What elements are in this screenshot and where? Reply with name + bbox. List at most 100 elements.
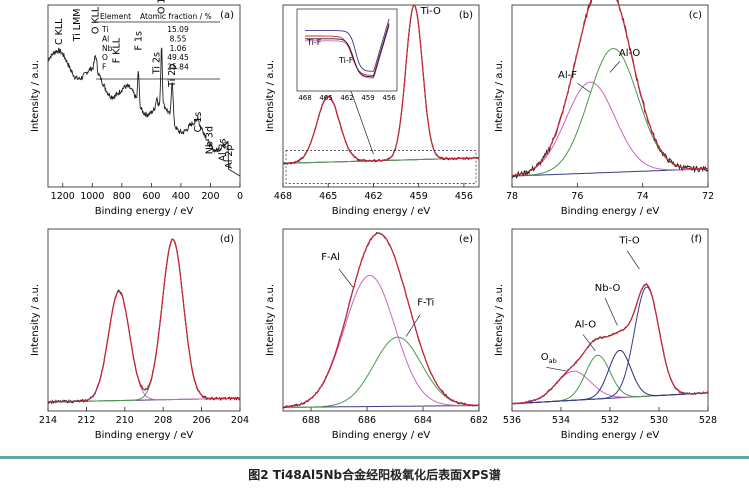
- x-tick-label: 686: [358, 415, 376, 426]
- inset-tick-label: 468: [298, 94, 311, 102]
- panel-d: 214 212 210 208 206 204 Binding energy / eV Int…: [30, 228, 249, 441]
- peak-label: Al 2p: [224, 145, 235, 169]
- table-cell-fraction: 49.45: [167, 53, 189, 62]
- component-f-ti: [283, 336, 479, 408]
- x-tick-label: 682: [470, 415, 488, 426]
- panel-label: (d): [220, 234, 234, 245]
- annotation-o-ab: Oab: [541, 352, 557, 365]
- panel-a: 1200 1000 800 600 400 200 0 Binding energy / eV…: [30, 0, 243, 217]
- plot-frame-d: [47, 228, 241, 412]
- peak-label: Ti 2s: [152, 52, 163, 75]
- peak-label: F 1s: [133, 31, 144, 51]
- x-tick-label: 78: [506, 191, 518, 202]
- panel-label: (e): [459, 234, 473, 245]
- plot-frame-c: [511, 4, 709, 188]
- peak-label: Nb 3d: [204, 126, 215, 154]
- fit-envelope: [48, 238, 240, 403]
- x-tick-label: 688: [302, 415, 320, 426]
- annotation-arrow: [626, 250, 640, 270]
- peak-label: O 1s: [157, 0, 168, 14]
- x-axis-label: Binding energy / eV: [95, 206, 194, 217]
- x-tick-label: 0: [237, 191, 243, 202]
- zoom-region: [285, 150, 477, 184]
- x-tick-label: 528: [699, 415, 717, 426]
- fit-envelope: [283, 4, 479, 164]
- panel-e: 688 686 684 682 Binding energy / eV Intensity…: [265, 228, 488, 441]
- x-tick-label: 206: [193, 415, 211, 426]
- x-tick-label: 72: [702, 191, 714, 202]
- plot-frame-e: [282, 228, 480, 412]
- table-cell-fraction: 25.84: [167, 63, 189, 72]
- arrow-f-ti: [405, 314, 421, 337]
- figure-caption: 图2 Ti48Al5Nb合金经阳极氧化后表面XPS谱: [248, 468, 501, 482]
- x-tick-label: 530: [650, 415, 668, 426]
- x-tick-label: 212: [77, 415, 95, 426]
- component-nb-3d5-2: [48, 238, 240, 403]
- annotation-f-al: F-Al: [321, 252, 340, 263]
- inset-line: [305, 24, 390, 78]
- y-axis-label: Intensity / a.u.: [265, 284, 276, 356]
- inset-tick-label: 456: [382, 94, 396, 102]
- table-cell-element: F: [102, 63, 106, 72]
- table-cell-fraction: 8.55: [170, 34, 187, 43]
- x-tick-label: 459: [410, 191, 428, 202]
- peak-label: C 1s: [193, 112, 204, 133]
- survey-spectrum: [47, 47, 241, 177]
- table-cell-element: O: [102, 53, 108, 62]
- x-axis-label: Binding energy / eV: [332, 430, 431, 441]
- y-axis-label: Intensity / a.u.: [494, 284, 505, 356]
- table-cell-fraction: 1.06: [170, 44, 187, 53]
- component-o-ab: [511, 370, 708, 405]
- fit-envelope: [283, 232, 479, 408]
- x-tick-label: 1200: [51, 191, 75, 202]
- x-tick-label: 456: [455, 191, 473, 202]
- x-tick-label: 532: [601, 415, 619, 426]
- inset-tick-label: 462: [340, 94, 353, 102]
- caption-divider: [0, 456, 749, 459]
- x-tick-label: 800: [113, 191, 131, 202]
- annotation-ti-o: Ti-O: [618, 236, 639, 247]
- table-cell-element: Ti: [101, 25, 108, 34]
- peak-label: C KLL: [54, 18, 65, 45]
- table-header-element: Element: [100, 12, 131, 21]
- annotation-arrow: [604, 298, 618, 326]
- inset-line: [305, 18, 390, 72]
- y-axis-label: Intensity / a.u.: [494, 60, 505, 132]
- x-axis-label: Binding energy / eV: [95, 430, 194, 441]
- peak-label: F KLL: [112, 37, 123, 63]
- fit-envelope: [511, 0, 709, 177]
- x-tick-label: 74: [637, 191, 649, 202]
- fit-envelope: [511, 283, 708, 405]
- y-axis-label: Intensity / a.u.: [30, 60, 41, 132]
- x-axis-label: Binding energy / eV: [561, 206, 660, 217]
- component-ti-o-2p1-2: [283, 96, 479, 164]
- inset-tick-label: 459: [361, 94, 374, 102]
- x-tick-label: 684: [414, 415, 432, 426]
- measured-line: [282, 232, 480, 409]
- table-cell-element: Nb: [102, 44, 113, 53]
- component-nb-3d3-2: [48, 290, 240, 403]
- component-al-f: [511, 81, 708, 176]
- x-axis-label: Binding energy / eV: [332, 206, 431, 217]
- x-tick-label: 400: [172, 191, 190, 202]
- plot-frame-b: [282, 4, 480, 188]
- component-f-al: [283, 275, 479, 408]
- component-ti-o: [512, 286, 708, 405]
- x-tick-label: 214: [39, 415, 57, 426]
- table-cell-element: Al: [102, 34, 109, 43]
- y-axis-label: Intensity / a.u.: [30, 284, 41, 356]
- arrow-al-o: [609, 61, 621, 73]
- x-tick-label: 462: [364, 191, 382, 202]
- xps-figure-svg: 1200 1000 800 600 400 200 0 Binding energy / eV…: [30, 0, 717, 441]
- plot-frame-f: [511, 228, 709, 412]
- panel-c: 78 76 74 72 Binding energy / eV Intensity / a…: [494, 0, 714, 217]
- y-axis-label: Intensity / a.u.: [265, 60, 276, 132]
- measured-line: [511, 0, 709, 179]
- x-tick-label: 210: [116, 415, 134, 426]
- x-tick-label: 200: [201, 191, 219, 202]
- annotation-al-o: Al-O: [575, 319, 597, 330]
- arrow-f-al: [338, 268, 354, 288]
- measured-line: [511, 283, 709, 405]
- x-tick-label: 468: [274, 191, 292, 202]
